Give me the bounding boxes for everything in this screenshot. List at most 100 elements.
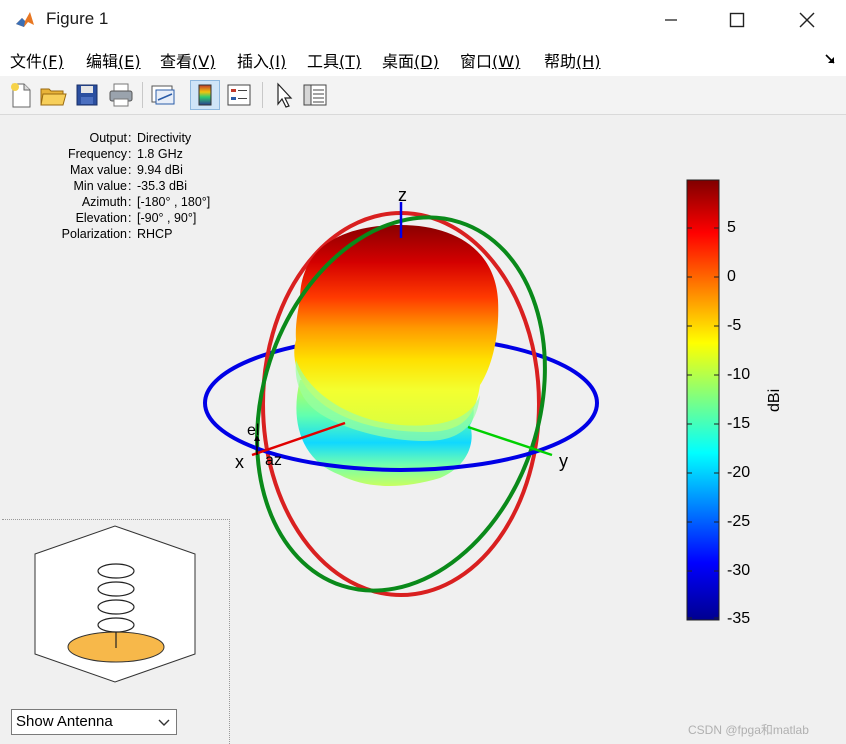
window-title: Figure 1 [46, 9, 109, 28]
watermark: CSDN @fpga和matlab [688, 723, 809, 737]
pattern-main-lobe [294, 225, 499, 432]
link-plot-icon [151, 85, 175, 105]
info-labels: Output Frequency Max value Min value Azi… [20, 130, 127, 242]
new-figure-button[interactable] [6, 80, 36, 110]
save-button[interactable] [72, 80, 102, 110]
menu-desktop-key: (D) [414, 52, 439, 71]
menu-window-label: 窗口 [460, 52, 493, 71]
azimuth-ring-front [203, 402, 599, 472]
menu-file-key: (F) [42, 52, 64, 71]
colorbar-tick-label: -30 [727, 562, 751, 579]
menu-insert[interactable]: 插入(I) [237, 48, 286, 72]
info-label: Frequency [67, 147, 127, 161]
info-value: RHCP [137, 227, 173, 241]
el-arrow-icon [254, 435, 260, 441]
toolbar-separator [142, 82, 143, 108]
menu-insert-label: 插入 [237, 52, 270, 71]
menu-window[interactable]: 窗口(W) [460, 48, 520, 72]
helix-coil-icon [97, 563, 135, 648]
legend-icon [227, 84, 251, 106]
matlab-logo-icon [14, 9, 36, 31]
menu-view-key: (V) [192, 52, 216, 71]
minimize-button[interactable] [636, 0, 706, 40]
info-colons: ::::::: [128, 131, 132, 241]
antenna-view-selected: Show Antenna [16, 713, 113, 730]
menu-file-label: 文件 [10, 52, 43, 71]
link-plot-button[interactable] [148, 80, 178, 110]
menu-insert-key: (I) [269, 52, 287, 71]
close-icon [799, 12, 815, 28]
menu-bar: 文件(F) 编辑(E) 查看(V) 插入(I) 工具(T) 桌面(D) 窗口(W… [0, 40, 846, 76]
print-button[interactable] [106, 80, 136, 110]
info-label: Elevation [75, 211, 127, 225]
colorbar-tick-label: -5 [727, 317, 742, 334]
y-axis-label: y [559, 451, 568, 471]
menu-window-key: (W) [492, 52, 521, 71]
az-label: az [265, 452, 282, 469]
menu-view[interactable]: 查看(V) [160, 48, 215, 72]
colorbar-tick-label: -25 [727, 513, 751, 530]
info-values: Directivity 1.8 GHz 9.94 dBi -35.3 dBi [… [137, 130, 210, 242]
colorbar-icon [198, 84, 212, 106]
info-label: Polarization [61, 227, 127, 241]
toolbar-separator [262, 82, 263, 108]
info-label: Min value [73, 179, 128, 193]
y-axis-line [467, 425, 553, 457]
colorbar-tick-label: -10 [727, 366, 751, 383]
colorbar-tick-label: -15 [727, 415, 751, 432]
maximize-button[interactable] [702, 0, 772, 40]
menu-help[interactable]: 帮助(H) [544, 48, 601, 72]
info-label: Max value [70, 163, 127, 177]
el-label: el [247, 422, 260, 439]
info-label: Output [89, 131, 127, 145]
menu-file[interactable]: 文件(F) [10, 48, 64, 72]
new-figure-icon [11, 83, 31, 108]
info-value: -35.3 dBi [137, 179, 188, 193]
info-value: 9.94 dBi [137, 163, 183, 177]
info-value: 1.8 GHz [137, 147, 183, 161]
x-axis-line [251, 421, 346, 457]
menu-desktop[interactable]: 桌面(D) [382, 48, 439, 72]
maximize-icon [729, 12, 745, 28]
info-value: [-180° , 180°] [137, 195, 211, 209]
antenna-preview[interactable] [30, 524, 200, 686]
insert-colorbar-button[interactable] [190, 80, 220, 110]
info-value: Directivity [137, 131, 192, 145]
elevation-ring-green [255, 215, 547, 593]
antenna-view-select[interactable]: Show Antenna [11, 709, 177, 735]
colorbar-tick-label: -20 [727, 464, 751, 481]
menu-edit-key: (E) [118, 52, 141, 71]
close-button[interactable] [772, 0, 842, 40]
menu-desktop-label: 桌面 [382, 52, 415, 71]
z-axis-label: z [398, 185, 407, 205]
menu-edit[interactable]: 编辑(E) [86, 48, 141, 72]
info-value: [-90° , 90°] [137, 211, 197, 225]
x-axis-label: x [235, 452, 244, 472]
colorbar[interactable] [686, 179, 720, 621]
insert-legend-button[interactable] [224, 80, 254, 110]
edit-plot-button[interactable] [268, 80, 298, 110]
print-icon [109, 83, 133, 107]
menu-edit-label: 编辑 [86, 52, 119, 71]
pointer-icon [277, 82, 293, 108]
colorbar-unit-label: dBi [766, 388, 783, 412]
colorbar-tick-label: -35 [727, 610, 751, 627]
menu-tools[interactable]: 工具(T) [307, 48, 361, 72]
menu-help-label: 帮助 [544, 52, 577, 71]
undock-arrow-icon[interactable] [824, 53, 836, 65]
open-file-icon [40, 88, 67, 106]
pattern-mid-band [295, 360, 480, 441]
toolbar [0, 76, 846, 115]
menu-tools-label: 工具 [307, 52, 340, 71]
menu-view-label: 查看 [160, 52, 193, 71]
open-file-button[interactable] [38, 80, 68, 110]
colorbar-tick-label: 0 [727, 268, 736, 285]
save-icon [76, 84, 98, 106]
property-inspector-button[interactable] [300, 80, 330, 110]
info-label: Azimuth [81, 195, 127, 209]
minimize-icon [665, 19, 677, 21]
title-bar: Figure 1 [0, 0, 846, 40]
menu-help-key: (H) [576, 52, 601, 71]
antenna-preview-panel [2, 519, 230, 744]
